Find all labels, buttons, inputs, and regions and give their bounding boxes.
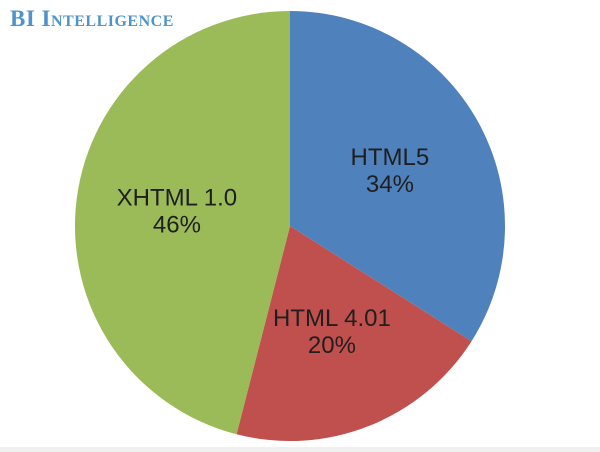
pie-slice-xhtml-1-0 [74,11,290,435]
pie-slice-html-4-01 [236,226,472,442]
pie-label-html5: HTML5 34% [351,144,430,198]
pie-label-html-4-01: HTML 4.01 20% [273,305,391,359]
logo: BI Intelligence [10,6,174,31]
pie-label-xhtml-1-0: XHTML 1.0 46% [117,185,237,239]
bottom-edge-divider [0,447,600,452]
pie-slice-html5 [290,11,505,342]
